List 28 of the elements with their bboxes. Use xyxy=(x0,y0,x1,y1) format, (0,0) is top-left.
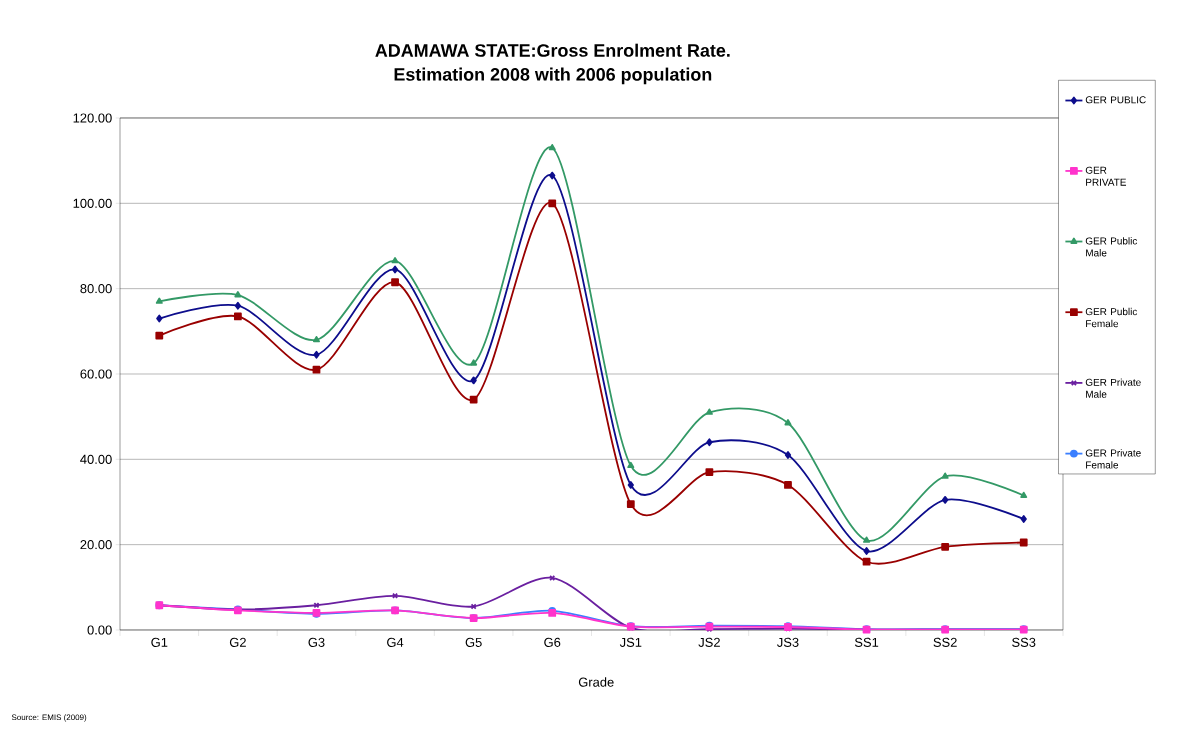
x-axis-title: Grade xyxy=(578,677,614,687)
x-tick-label: G2 xyxy=(229,637,246,647)
x-tick-label: SS2 xyxy=(933,637,957,647)
x-tick-label: JS3 xyxy=(777,637,799,647)
legend-label: GER Public Male xyxy=(1085,237,1138,257)
legend-label: GER Public Female xyxy=(1085,307,1138,328)
x-tick-label: G5 xyxy=(465,637,482,647)
y-tick-label: 60.00 xyxy=(80,369,112,379)
x-tick-label: G4 xyxy=(387,637,404,647)
legend-label: GER Private Male xyxy=(1085,378,1141,398)
y-tick-label: 0.00 xyxy=(87,625,112,635)
x-tick-label: G6 xyxy=(544,637,561,647)
y-tick-label: 20.00 xyxy=(80,540,112,550)
x-tick-label: G3 xyxy=(308,637,325,647)
legend-label: GER Private Female xyxy=(1085,449,1141,469)
chart-title: ADAMAWA STATE:Gross Enrolment Rate. xyxy=(375,43,730,57)
legend-label: GER PRIVATE xyxy=(1085,166,1127,186)
x-tick-label: SS1 xyxy=(854,637,879,647)
x-tick-label: JS1 xyxy=(619,637,642,647)
chart-subtitle: Estimation 2008 with 2006 population xyxy=(394,67,712,85)
x-tick-label: SS3 xyxy=(1012,637,1036,647)
x-tick-label: JS2 xyxy=(698,637,720,647)
x-tick-label: G1 xyxy=(151,637,168,647)
y-tick-label: 80.00 xyxy=(80,284,112,294)
y-tick-label: 120.00 xyxy=(73,113,112,123)
legend-label: GER PUBLIC xyxy=(1085,96,1146,104)
y-tick-label: 40.00 xyxy=(80,454,112,464)
y-tick-label: 100.00 xyxy=(73,198,112,208)
